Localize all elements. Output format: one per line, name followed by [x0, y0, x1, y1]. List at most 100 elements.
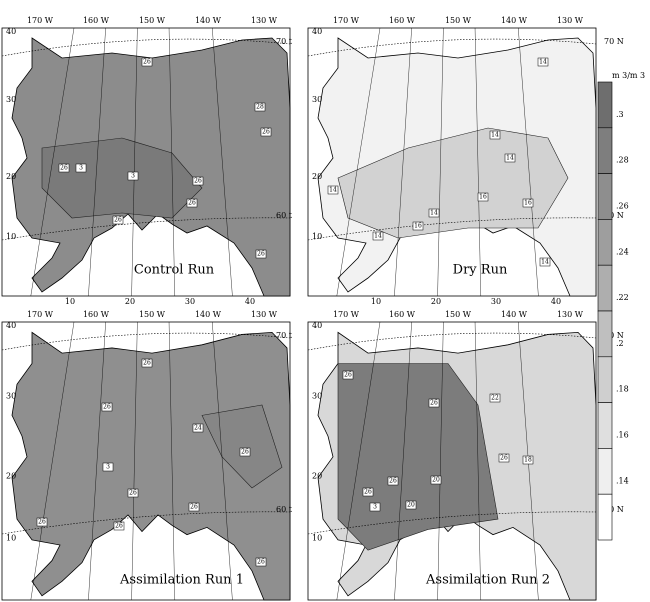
- longitude-label: 150 W: [139, 310, 166, 319]
- contour-label: 26: [194, 178, 202, 185]
- colorbar-label: .24: [616, 247, 629, 256]
- colorbar-segment: [598, 219, 612, 265]
- colorbar-label: .16: [616, 431, 629, 440]
- x-tick-label: 10: [371, 297, 381, 306]
- longitude-label: 130 W: [251, 310, 278, 319]
- longitude-label: 140 W: [501, 16, 528, 25]
- contour-label: 26: [129, 490, 137, 497]
- longitude-label: 150 W: [139, 16, 166, 25]
- contour-label: 26: [389, 478, 397, 485]
- contour-label: 26: [190, 504, 198, 511]
- longitude-label: 160 W: [389, 16, 416, 25]
- colorbar-segment: [598, 174, 612, 220]
- map-panel: 170 W 160 W 150 W 140 W 130 W 70 t 60 t 40 30 20 1…: [2, 310, 293, 600]
- longitude-label: 140 W: [195, 16, 222, 25]
- longitude-label: 140 W: [195, 310, 222, 319]
- colorbar-unit: m 3/m 3: [612, 71, 645, 80]
- contour-label: 24: [194, 425, 202, 432]
- contour-label: 14: [374, 233, 382, 240]
- colorbar-label: .22: [616, 293, 629, 302]
- contour-label: 16: [479, 194, 487, 201]
- longitude-label: 170 W: [27, 16, 54, 25]
- contour-label: 26: [114, 217, 122, 224]
- longitude-label: 130 W: [557, 16, 584, 25]
- y-tick-label: 20: [6, 172, 16, 181]
- contour-label: 16: [524, 200, 532, 207]
- contour-label: 22: [491, 395, 499, 402]
- y-tick-label: 30: [312, 95, 322, 104]
- colorbar-segment: [598, 357, 612, 403]
- x-tick-label: 20: [125, 297, 135, 306]
- colorbar-label: .3: [616, 110, 624, 119]
- longitude-label: 170 W: [27, 310, 54, 319]
- y-tick-label: 40: [312, 321, 322, 330]
- panel-title: Assimilation Run 2: [425, 573, 550, 588]
- x-tick-label: 40: [551, 297, 561, 306]
- contour-label: 16: [414, 223, 422, 230]
- y-tick-label: 20: [312, 471, 322, 480]
- contour-label: 26: [364, 489, 372, 496]
- panel-title: Assimilation Run 1: [119, 573, 244, 588]
- y-tick-label: 10: [6, 232, 16, 241]
- longitude-label: 140 W: [501, 310, 528, 319]
- contour-label: 3: [79, 165, 83, 172]
- y-tick-label: 40: [6, 27, 16, 36]
- contour-label: 26: [257, 559, 265, 566]
- x-tick-label: 30: [185, 297, 195, 306]
- contour-label: 26: [430, 400, 438, 407]
- colorbar-label: .2: [616, 339, 624, 348]
- latitude-label: 60 t: [276, 211, 293, 220]
- contour-label: 26: [257, 251, 265, 258]
- colorbar: m 3/m 3.3.28.26.24.22.2.18.16.14: [598, 71, 645, 540]
- contour-label: 14: [430, 210, 438, 217]
- colorbar-label: .18: [616, 385, 629, 394]
- y-tick-label: 10: [312, 232, 322, 241]
- latitude-label: 70 t: [276, 331, 293, 340]
- longitude-label: 160 W: [83, 310, 110, 319]
- longitude-label: 170 W: [333, 16, 360, 25]
- contour-label: 26: [262, 129, 270, 136]
- y-tick-label: 20: [312, 172, 322, 181]
- y-tick-label: 10: [6, 534, 16, 543]
- contour-label: 20: [407, 502, 415, 509]
- colorbar-segment: [598, 448, 612, 494]
- contour-label: 26: [143, 360, 151, 367]
- y-tick-label: 30: [6, 392, 16, 401]
- y-tick-label: 30: [6, 95, 16, 104]
- y-tick-label: 30: [312, 392, 322, 401]
- contour-label: 26: [188, 200, 196, 207]
- colorbar-segment: [598, 265, 612, 311]
- contour-label: 18: [524, 457, 532, 464]
- longitude-label: 130 W: [251, 16, 278, 25]
- x-tick-label: 30: [491, 297, 501, 306]
- colorbar-label: .28: [616, 156, 629, 165]
- contour-label: 3: [131, 173, 135, 180]
- colorbar-segment: [598, 311, 612, 357]
- longitude-label: 170 W: [333, 310, 360, 319]
- longitude-label: 160 W: [389, 310, 416, 319]
- colorbar-segment: [598, 403, 612, 449]
- contour-label: 14: [539, 59, 547, 66]
- contour-label: 26: [60, 165, 68, 172]
- contour-label: 26: [115, 523, 123, 530]
- contour-label: 26: [500, 455, 508, 462]
- contour-label: 14: [329, 187, 337, 194]
- contour-label: 14: [541, 259, 549, 266]
- longitude-label: 150 W: [445, 310, 472, 319]
- latitude-label: 70 N: [604, 37, 624, 46]
- x-tick-label: 20: [431, 297, 441, 306]
- colorbar-segment: [598, 128, 612, 174]
- y-tick-label: 40: [6, 321, 16, 330]
- colorbar-segment: [598, 494, 612, 540]
- longitude-label: 160 W: [83, 16, 110, 25]
- contour-label: 3: [373, 504, 377, 511]
- contour-label: 20: [432, 477, 440, 484]
- longitude-label: 150 W: [445, 16, 472, 25]
- contour-label: 14: [491, 132, 499, 139]
- y-tick-label: 20: [6, 471, 16, 480]
- contour-label: 28: [256, 104, 264, 111]
- contour-label: 14: [506, 155, 514, 162]
- map-panel: 170 W160 W150 W140 W130 W70 N60 N4030201…: [308, 310, 624, 600]
- latitude-label: 60 t: [276, 505, 293, 514]
